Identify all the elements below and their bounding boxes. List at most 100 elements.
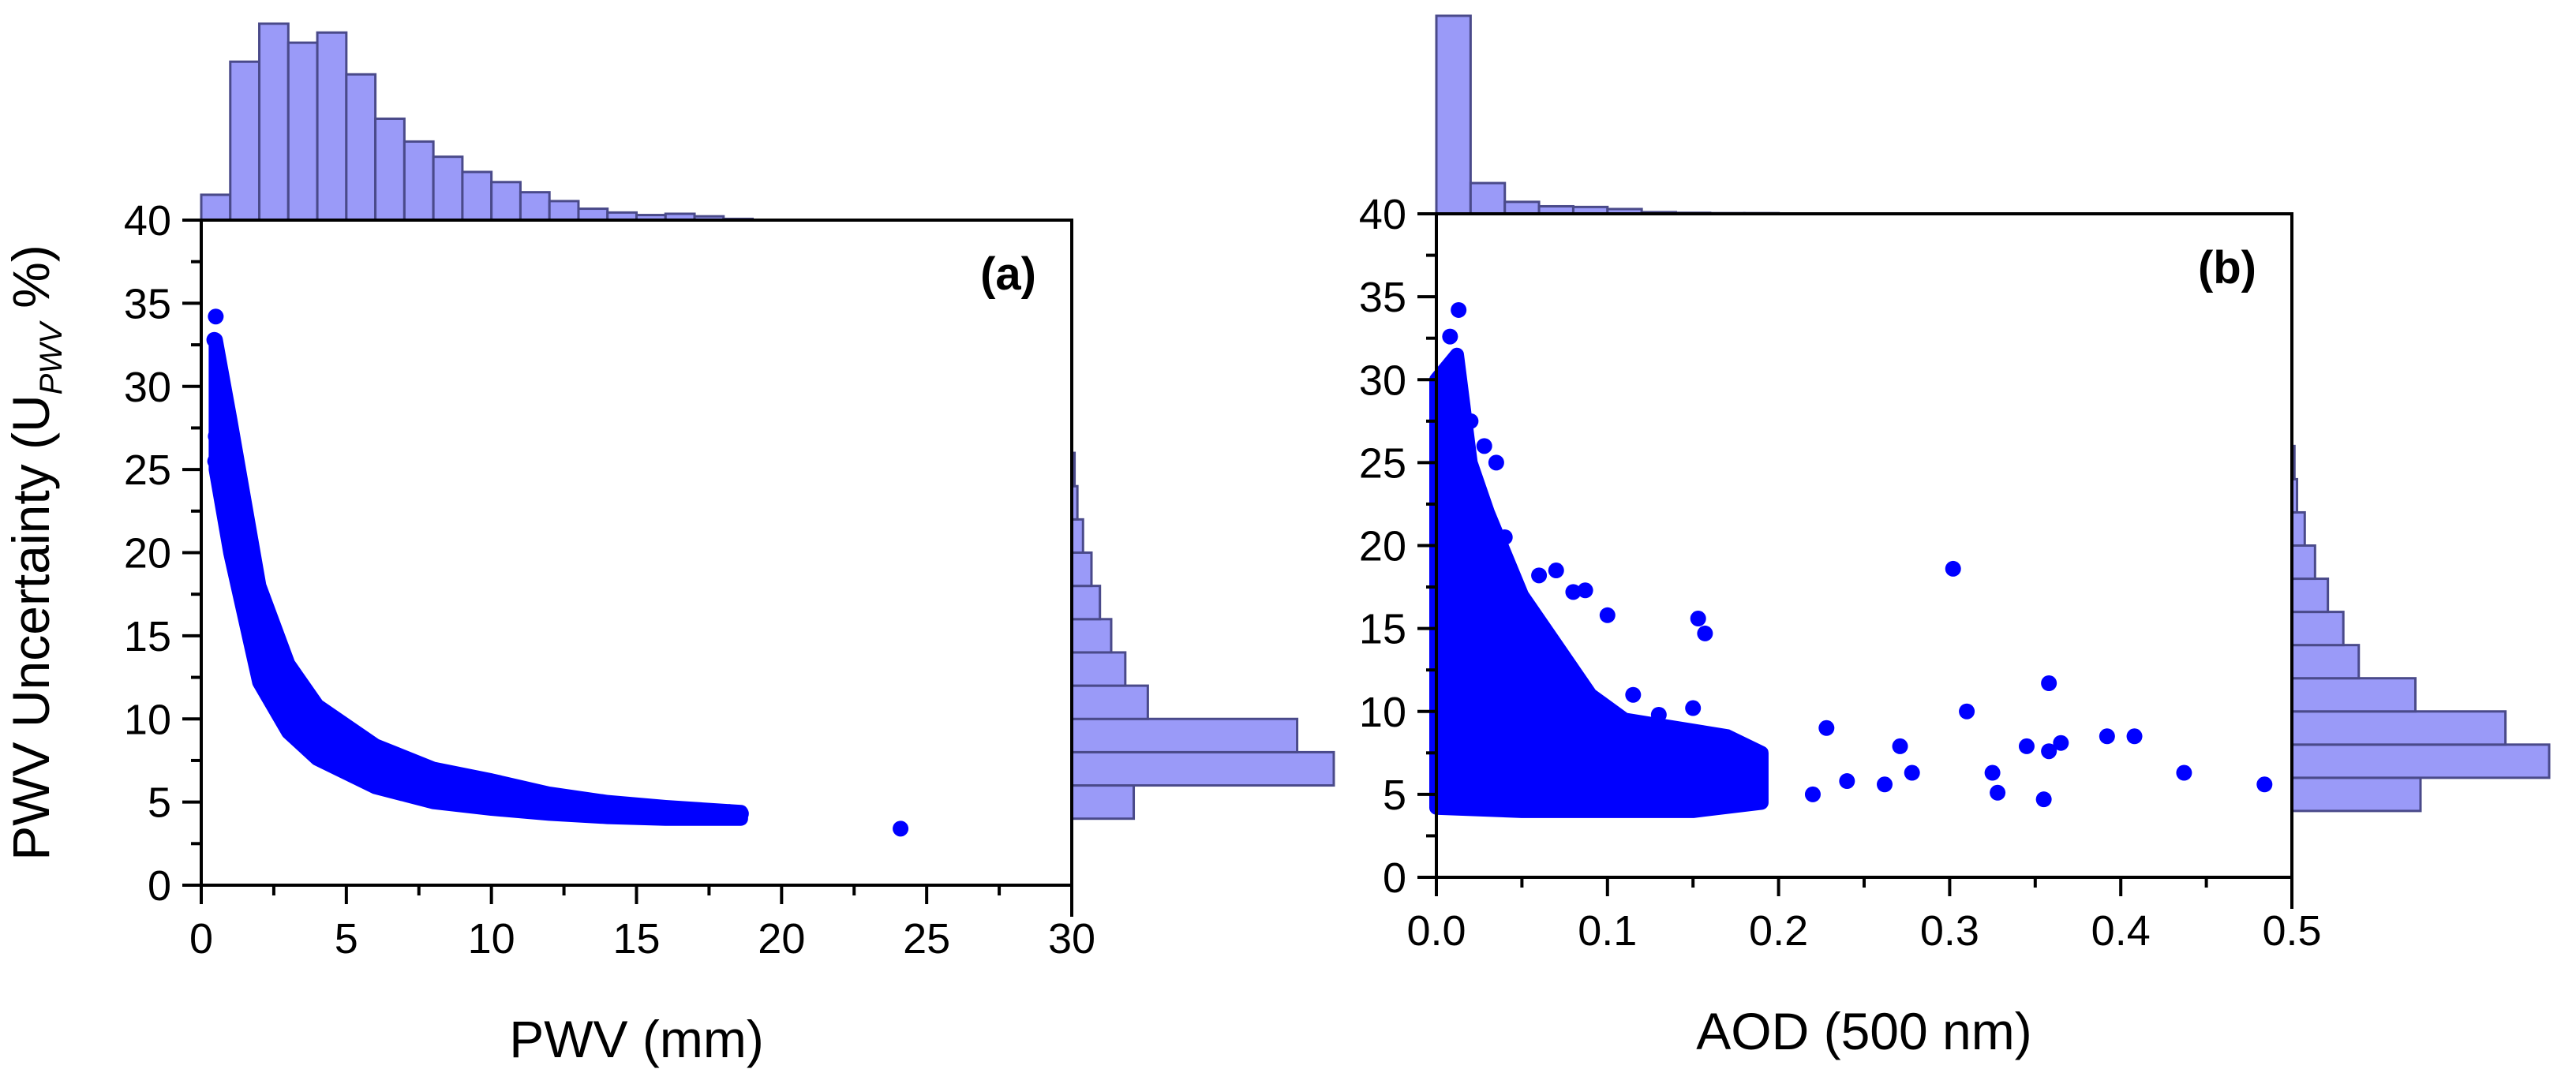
scatter-point <box>1548 563 1564 579</box>
scatter-point <box>2099 728 2115 745</box>
y-tick-label: 20 <box>124 530 171 578</box>
y-histogram-bar <box>1070 750 1335 787</box>
scatter-point <box>2176 764 2192 781</box>
scatter-point <box>2053 735 2069 751</box>
y-tick-label: 10 <box>124 696 171 743</box>
scatter-point <box>1892 738 1908 754</box>
scatter-point <box>209 353 226 370</box>
y-histogram-bar <box>2290 776 2422 813</box>
scatter-point <box>2041 675 2057 692</box>
scatter-point <box>1496 529 1513 545</box>
x-tick-label: 25 <box>903 915 950 963</box>
y-tick-label: 0 <box>1383 854 1406 902</box>
x-histogram-bar <box>229 60 261 222</box>
y-histogram-bar <box>1070 717 1299 753</box>
scatter-point <box>2256 776 2273 793</box>
scatter-point <box>721 804 738 820</box>
y-tick-label: 25 <box>124 447 171 494</box>
y-histogram-bar <box>1070 551 1093 588</box>
panel-b-ticks: 0.0 0.1 0.2 0.3 0.4 0.5 0 5 10 15 20 25 30 35 40 <box>1359 191 2322 955</box>
y-tick-label: 30 <box>124 364 171 411</box>
x-histogram-bar <box>461 170 493 222</box>
y-histogram-bar <box>2290 544 2316 581</box>
scatter-point <box>732 806 749 822</box>
scatter-point <box>1690 611 1706 627</box>
y-histogram-bar <box>2290 743 2551 779</box>
scatter-point <box>207 453 223 469</box>
x-histogram-bar <box>286 41 319 222</box>
x-histogram-bar <box>200 193 232 222</box>
panel-a: 0 5 10 15 20 25 30 0 5 10 15 20 25 30 35 40 (a) PWV (mm… <box>2 22 1335 1068</box>
panel-a-data-layer <box>206 308 909 837</box>
scatter-point <box>2126 728 2143 745</box>
scatter-point <box>1531 567 1548 584</box>
x-tick-label: 0.5 <box>2262 907 2321 955</box>
scatter-point <box>701 807 717 824</box>
x-histogram-bar <box>548 200 580 222</box>
scatter-point <box>1959 703 1975 720</box>
x-histogram-bar <box>316 31 348 222</box>
y-tick-label: 5 <box>148 779 171 827</box>
scatter-point-cloud <box>1429 347 1769 818</box>
x-tick-label: 0.3 <box>1920 907 1979 955</box>
scatter-point <box>1804 786 1821 802</box>
panel-b-y-histogram <box>2290 444 2551 909</box>
x-histogram-bar <box>577 207 609 222</box>
panel-a-x-histogram <box>200 22 754 222</box>
scatter-point <box>206 331 223 348</box>
x-tick-label: 15 <box>612 915 660 963</box>
scatter-point <box>208 428 224 444</box>
scatter-point <box>893 820 909 837</box>
scatter-point <box>1945 560 1961 577</box>
y-tick-label: 15 <box>1359 606 1406 653</box>
y-tick-label: 30 <box>1359 357 1406 404</box>
scatter-point <box>1451 301 1467 318</box>
x-histogram-bar <box>345 73 377 222</box>
x-tick-label: 0.4 <box>2091 907 2151 955</box>
scatter-point <box>2041 743 2057 760</box>
scatter-point <box>1625 686 1642 703</box>
scatter-point <box>1990 784 2006 801</box>
scatter-point <box>1839 773 1855 790</box>
scatter-point <box>1505 570 1522 587</box>
y-histogram-bar <box>1070 651 1127 687</box>
scatter-point <box>1442 328 1458 345</box>
y-tick-label: 10 <box>1359 689 1406 736</box>
scatter-point <box>1462 413 1479 429</box>
panel-b-x-axis-title: AOD (500 nm) <box>1696 1002 2031 1060</box>
scatter-point <box>1476 438 1492 454</box>
scatter-point <box>1697 625 1713 641</box>
scatter-point <box>1565 584 1582 600</box>
scatter-point <box>1449 355 1466 372</box>
x-tick-label: 0.0 <box>1406 907 1466 955</box>
scatter-point <box>1650 706 1667 723</box>
y-tick-label: 40 <box>124 197 171 245</box>
panel-a-x-axis-title: PWV (mm) <box>509 1010 764 1068</box>
y-axis-title-tail: %) <box>2 245 60 323</box>
x-tick-label: 20 <box>758 915 805 963</box>
x-tick-label: 30 <box>1048 915 1095 963</box>
x-histogram-bar <box>1469 181 1507 215</box>
y-tick-label: 5 <box>1383 772 1406 819</box>
scatter-point <box>2018 738 2035 754</box>
y-tick-label: 25 <box>1359 439 1406 487</box>
x-histogram-bar <box>374 117 406 222</box>
panel-a-y-axis-title: PWV Uncertainty (UPWV %) <box>2 245 69 861</box>
scatter-point <box>1984 764 2001 781</box>
y-axis-title-main: PWV Uncertainty (U <box>2 394 60 860</box>
panel-a-y-histogram <box>1070 451 1335 917</box>
panel-a-plot-frame <box>200 219 1073 887</box>
y-histogram-bar <box>2290 578 2330 614</box>
panel-b-x-histogram <box>1435 14 1917 215</box>
x-tick-label: 10 <box>468 915 515 963</box>
y-histogram-bar <box>1070 684 1149 720</box>
y-histogram-bar <box>1070 784 1136 820</box>
x-histogram-bar <box>258 22 290 222</box>
x-histogram-bar <box>1435 14 1472 215</box>
y-tick-label: 35 <box>1359 274 1406 321</box>
y-histogram-bar <box>2290 677 2417 713</box>
scatter-point <box>1904 764 1920 781</box>
scatter-point <box>1488 454 1504 471</box>
scatter-point <box>1877 776 1893 793</box>
